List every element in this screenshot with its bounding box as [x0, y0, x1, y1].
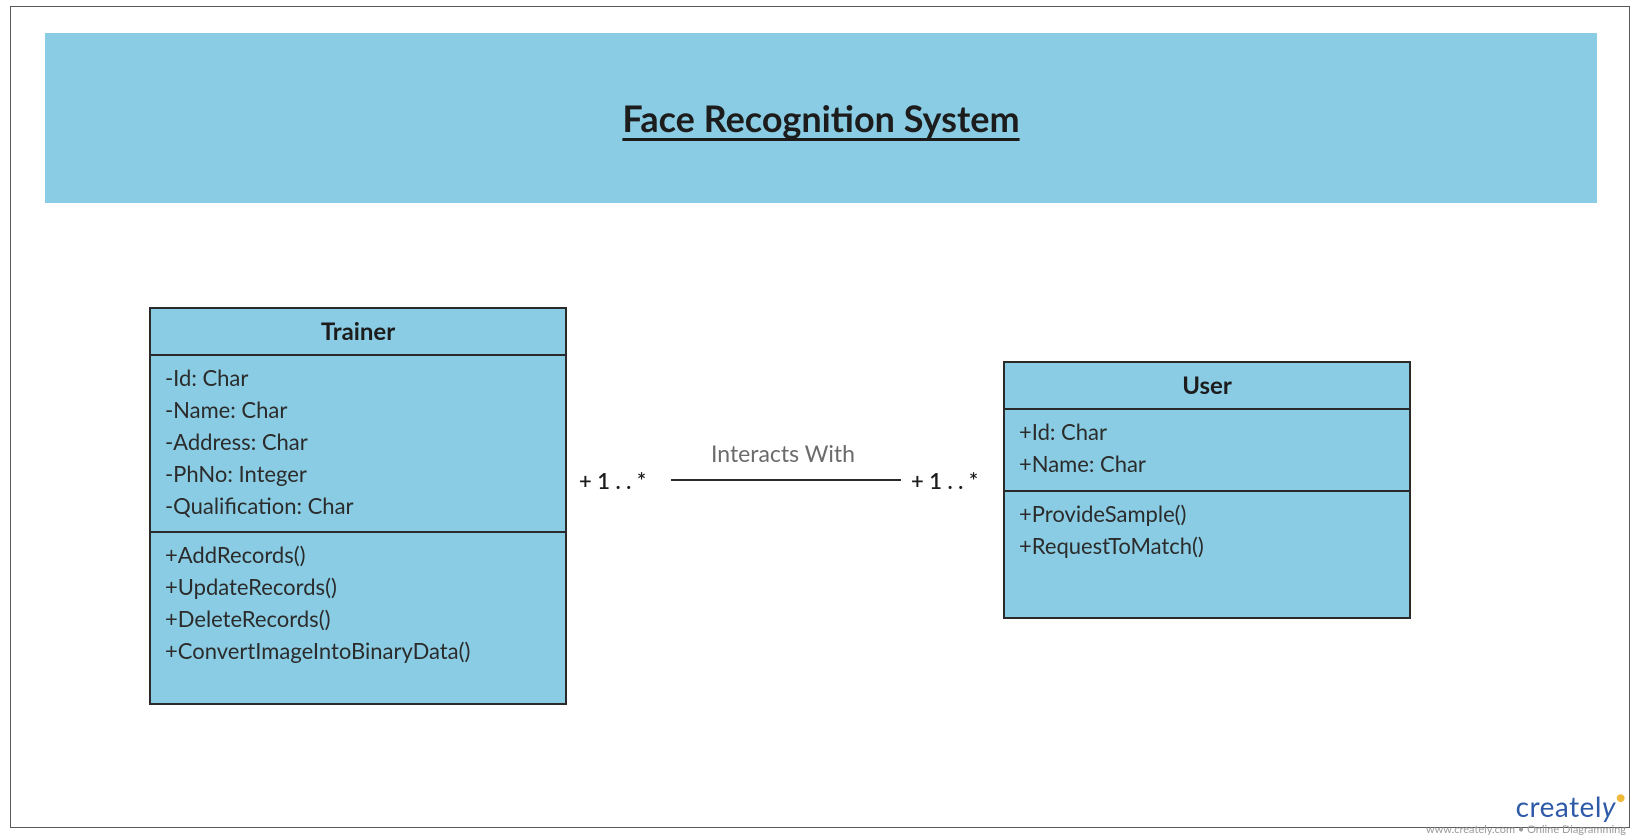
watermark-brand: creately●	[1426, 789, 1626, 823]
class-trainer: Trainer -Id: Char -Name: Char -Address: …	[149, 307, 567, 705]
multiplicity-right: + 1 . . *	[911, 467, 978, 494]
class-trainer-name: Trainer	[151, 309, 565, 356]
association-line	[671, 479, 901, 481]
multiplicity-left: + 1 . . *	[579, 467, 646, 494]
attr: -Qualification: Char	[165, 490, 551, 522]
diagram-title: Face Recognition System	[622, 96, 1019, 140]
method: +DeleteRecords()	[165, 603, 551, 635]
method: +UpdateRecords()	[165, 571, 551, 603]
class-user-name: User	[1005, 363, 1409, 410]
method: +ConvertImageIntoBinaryData()	[165, 635, 551, 667]
method: +AddRecords()	[165, 539, 551, 571]
attr: -Address: Char	[165, 426, 551, 458]
diagram-frame: Face Recognition System Trainer -Id: Cha…	[10, 6, 1630, 828]
attr: -Name: Char	[165, 394, 551, 426]
class-trainer-methods: +AddRecords() +UpdateRecords() +DeleteRe…	[151, 531, 565, 677]
attr: +Name: Char	[1019, 448, 1395, 480]
association-label: Interacts With	[711, 439, 855, 467]
method: +ProvideSample()	[1019, 498, 1395, 530]
attr: -PhNo: Integer	[165, 458, 551, 490]
class-user-methods: +ProvideSample() +RequestToMatch()	[1005, 490, 1409, 572]
watermark: creately● www.creately.com • Online Diag…	[1426, 789, 1626, 836]
class-trainer-attributes: -Id: Char -Name: Char -Address: Char -Ph…	[151, 356, 565, 531]
class-user-attributes: +Id: Char +Name: Char	[1005, 410, 1409, 490]
method: +RequestToMatch()	[1019, 530, 1395, 562]
attr: +Id: Char	[1019, 416, 1395, 448]
attr: -Id: Char	[165, 362, 551, 394]
class-user: User +Id: Char +Name: Char +ProvideSampl…	[1003, 361, 1411, 619]
watermark-tagline: www.creately.com • Online Diagramming	[1426, 823, 1626, 836]
title-banner: Face Recognition System	[45, 33, 1597, 203]
